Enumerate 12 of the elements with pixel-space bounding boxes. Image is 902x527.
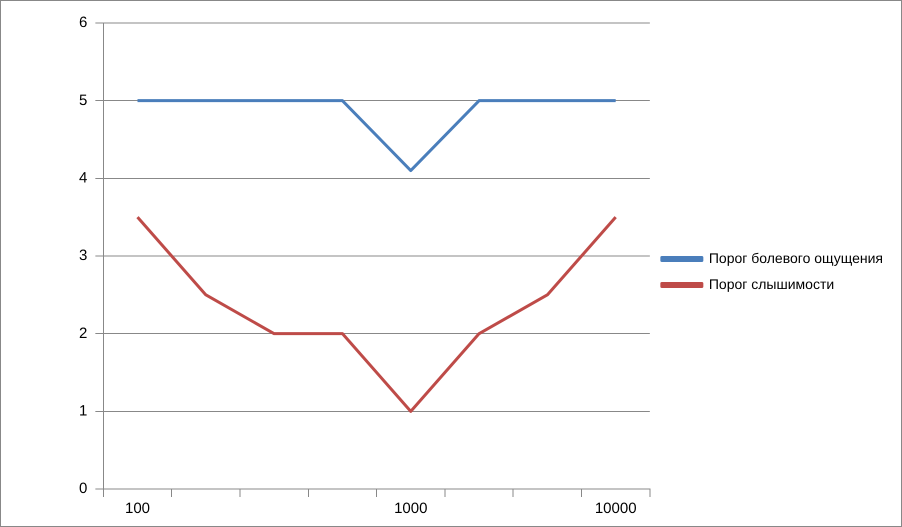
- y-tick-label: 4: [79, 169, 88, 186]
- y-tick-label: 6: [79, 14, 88, 32]
- y-tick-label: 3: [79, 247, 88, 264]
- legend-label: Порог слышимости: [708, 276, 834, 292]
- y-tick-label: 1: [79, 402, 88, 420]
- y-tick-label: 0: [79, 480, 88, 498]
- x-tick-label: 100: [124, 500, 150, 518]
- y-tick-label: 5: [79, 92, 88, 109]
- x-tick-label: 1000: [394, 500, 428, 518]
- x-tick-label: 10000: [594, 500, 637, 518]
- legend-label: Порог болевого ощущения: [708, 250, 884, 266]
- y-tick-label: 2: [79, 324, 88, 342]
